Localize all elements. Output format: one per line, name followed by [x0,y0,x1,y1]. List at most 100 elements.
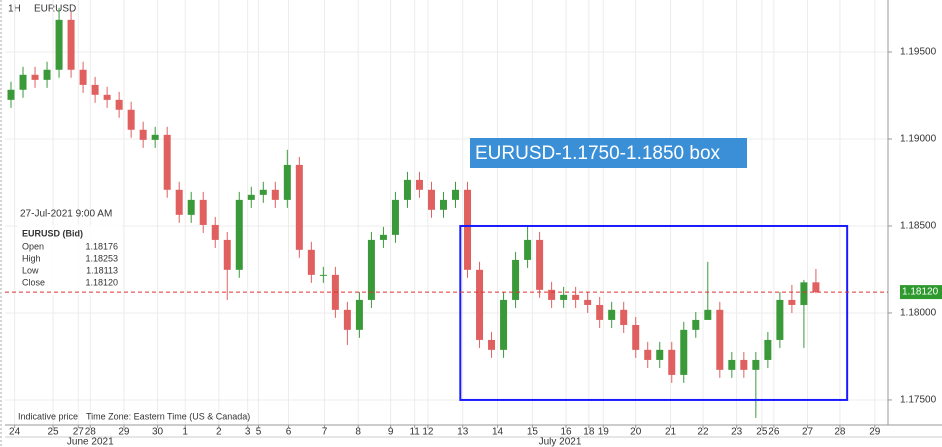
x-tick-label: 11 [409,427,420,438]
y-tick-label: 1.18000 [900,308,937,319]
candle-body [536,239,544,290]
candle-body [103,94,111,100]
candle-body [439,199,447,210]
footer-note: Indicative price [18,411,78,421]
x-tick-label: 28 [834,427,846,438]
candle-body [488,339,496,350]
candle-body [620,309,628,325]
info-value: 1.18113 [86,265,118,275]
y-tick-label: 1.19500 [900,47,937,58]
candle-body [379,234,387,240]
candle-body [427,189,435,210]
range-box [459,224,849,401]
candle-body [7,89,15,100]
candle-body [163,134,171,190]
annotation: EURUSD-1.1750-1.1850 box [475,143,721,164]
x-tick-label: 1 [182,427,188,438]
x-tick-label: 18 [583,427,595,438]
x-tick-label: 22 [697,427,709,438]
candle-body [391,199,399,235]
info-value: 1.18253 [85,253,118,263]
candle-body [452,189,460,200]
x-tick-label: 7 [322,427,328,438]
candle-body [512,259,520,300]
candle-body [728,359,736,370]
candle-body [776,299,784,340]
candle-body [632,324,640,350]
candle-body [367,239,375,300]
x-tick-label: 2 [216,427,222,438]
x-tick-label: 28 [85,427,97,438]
candle-body [31,74,39,80]
candle-body [127,109,135,130]
candle-body [608,309,616,320]
candle-body [211,224,219,240]
candle-body [476,269,484,340]
candle-body [403,179,411,200]
candle-body [716,309,724,370]
candle-body [500,299,508,350]
candle-body [319,274,327,276]
info-box [18,225,122,295]
x-tick-label: 3 [245,427,251,438]
candle-body [187,199,195,215]
candle-body [584,299,592,305]
x-tick-label: 29 [869,427,881,438]
candle-body [55,19,63,70]
x-tick-label: 30 [152,427,164,438]
symbol: EURUSD [34,4,76,15]
candle-body [704,309,712,320]
candle-body [656,349,664,360]
candle-body [415,179,423,190]
month-label: July 2021 [539,437,582,447]
y-tick-label: 1.18500 [900,221,937,232]
info-label: High [22,253,41,263]
candle-body [151,134,159,140]
candle-body [355,299,363,330]
x-tick-label: 14 [492,427,504,438]
info-date: 27-Jul-2021 9:00 AM [20,209,112,220]
x-tick-label: 20 [630,427,642,438]
x-tick-label: 25 [756,427,768,438]
candle-body [752,359,760,370]
candle-body [740,359,748,370]
candle-body [259,189,267,195]
y-tick-label: 1.19000 [900,134,937,145]
candle-body [79,69,87,85]
x-tick-label: 16 [560,427,572,438]
info-label: Open [22,241,44,251]
candle-body [464,189,472,270]
info-title: EURUSD (Bid) [22,228,83,238]
footer-timezone: Time Zone: Eastern Time (US & Canada) [86,411,250,421]
month-label: June 2021 [67,437,114,447]
x-tick-label: 13 [457,427,469,438]
x-tick-label: 21 [665,427,677,438]
candle-body [247,194,255,200]
candle-body [271,189,279,200]
x-tick-label: 29 [118,427,130,438]
candle-body [343,309,351,330]
x-tick-label: 8 [355,427,361,438]
x-tick-label: 25 [47,427,59,438]
candle-body [67,19,75,70]
x-tick-label: 5 [256,427,262,438]
candle-body [560,294,568,300]
candle-body [43,69,51,80]
candle-body [283,164,291,200]
candle-body [307,249,315,275]
x-tick-label: 6 [286,427,292,438]
candle-body [572,294,580,300]
candle-body [223,239,231,270]
candle-body [548,289,556,300]
candle-body [596,304,604,320]
candle-body [644,349,652,360]
x-tick-label: 24 [9,427,21,438]
info-value: 1.18120 [85,277,118,287]
candle-body [800,282,808,305]
x-tick-label: 23 [731,427,743,438]
candle-body [812,282,820,293]
x-tick-label: 27 [73,427,85,438]
candle-body [524,239,532,260]
info-value: 1.18176 [85,241,118,251]
